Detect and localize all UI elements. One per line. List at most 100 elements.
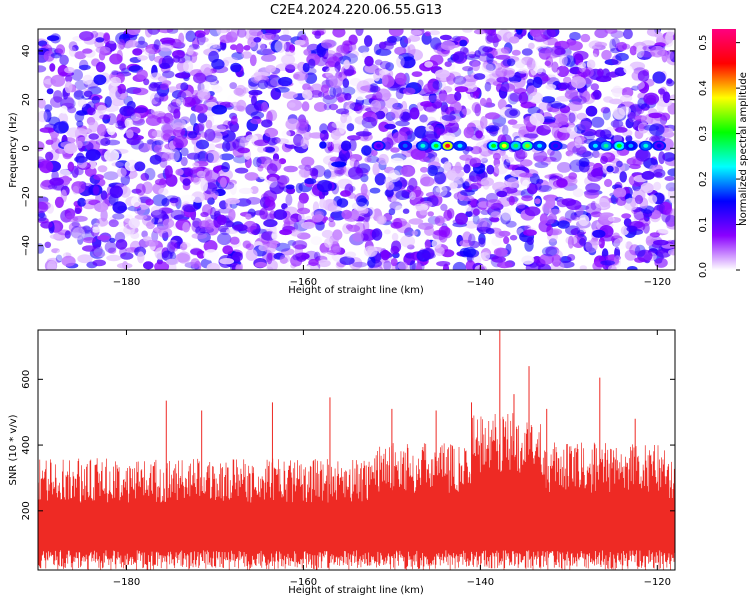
- spectrogram-cell: [650, 45, 665, 58]
- spectrogram-cell: [592, 229, 606, 238]
- spectrogram-cell: [190, 258, 200, 269]
- spectrogram-cell: [638, 81, 650, 94]
- spectrogram-cell: [585, 105, 598, 117]
- spectrogram-cell: [578, 120, 592, 131]
- spectrogram-cell: [554, 40, 570, 50]
- spectrogram-cell: [390, 147, 400, 153]
- spectrogram-cell: [210, 83, 220, 90]
- spectrogram-cell: [523, 229, 537, 236]
- spectrogram-cell: [340, 140, 352, 152]
- y-tick-label: 600: [21, 370, 32, 389]
- spectrogram-cell: [47, 260, 57, 270]
- spectrogram-cell: [665, 31, 674, 44]
- spectrogram-cell: [352, 261, 367, 268]
- spectrogram-cell: [67, 106, 77, 114]
- spectrogram-cell: [492, 166, 500, 177]
- spectrogram-cell: [119, 63, 127, 71]
- spectrogram-cell: [527, 106, 541, 115]
- spectrogram-cell: [97, 235, 110, 241]
- spectrogram-cell: [332, 29, 346, 38]
- spectrogram-cell: [392, 131, 408, 144]
- spectrogram-cell: [193, 151, 208, 165]
- spectrogram-cell: [607, 265, 617, 270]
- spectrogram-cell: [178, 32, 185, 45]
- spectrogram-cell: [158, 187, 169, 196]
- spectrogram-cell: [151, 97, 162, 107]
- spectrogram-cell: [100, 190, 108, 201]
- spectrogram-cell: [459, 39, 468, 47]
- spectrogram-cell: [476, 226, 492, 232]
- spectrogram-cell: [641, 40, 656, 47]
- spectrogram-cell: [324, 237, 333, 248]
- spectrogram-cell: [109, 76, 122, 87]
- spectrogram-cell: [83, 237, 96, 244]
- spectrogram-cell: [626, 225, 638, 233]
- spectrogram-cell: [460, 195, 475, 202]
- spectrogram-cell: [38, 212, 47, 222]
- spectrogram-cell: [662, 152, 675, 162]
- colorbar-gradient: [712, 29, 736, 270]
- spectrogram-cell: [623, 29, 633, 40]
- spectrogram-cell: [598, 237, 605, 249]
- spectrogram-cell: [476, 217, 488, 230]
- spectrogram-cell: [182, 96, 196, 108]
- spectrogram-cell: [180, 156, 188, 167]
- spectrogram-cell: [117, 83, 127, 95]
- spectrogram-cell: [668, 192, 675, 204]
- spectrogram-cell: [154, 261, 170, 270]
- spectrogram-cell: [204, 128, 216, 142]
- spectrogram-cell: [317, 259, 331, 268]
- spectrogram-cell: [44, 241, 52, 248]
- spectrogram-cell: [264, 196, 275, 207]
- spectrogram-cell: [491, 236, 502, 247]
- spectrogram-cell: [76, 120, 84, 128]
- spectrogram-cell: [66, 127, 82, 138]
- signal-peak-core: [433, 143, 439, 148]
- spectrogram-cell: [263, 243, 277, 254]
- spectrogram-cell: [340, 190, 351, 197]
- spectrogram-cell: [242, 240, 251, 249]
- spectrogram-cell: [162, 133, 171, 141]
- spectrogram-cell: [329, 75, 343, 89]
- spectrogram-cell: [524, 206, 541, 217]
- spectrogram-cell: [642, 45, 657, 52]
- spectrogram-cell: [111, 97, 126, 107]
- spectrogram-cell: [384, 188, 394, 198]
- spectrogram-cell: [504, 108, 521, 119]
- spectrogram-cell: [114, 231, 126, 243]
- y-tick-label: −40: [21, 235, 32, 256]
- spectrogram-cell: [200, 211, 209, 218]
- spectrogram-cell: [98, 50, 106, 61]
- spectrogram-cell: [335, 108, 350, 115]
- spectrogram-cell: [665, 79, 675, 87]
- spectrogram-cell: [92, 222, 101, 230]
- spectrogram-cell: [469, 175, 482, 183]
- spectrogram-cell: [39, 160, 54, 174]
- spectrogram-cell: [64, 230, 71, 239]
- spectrogram-cell: [413, 203, 429, 212]
- spectrogram-cell: [440, 190, 452, 198]
- spectrogram-cell: [222, 56, 239, 64]
- spectrogram-cell: [261, 119, 273, 128]
- spectrogram-cell: [358, 45, 370, 54]
- spectrogram-cell: [345, 251, 357, 259]
- spectrogram-cell: [544, 60, 551, 67]
- colorbar-tick-label: 0.1: [698, 217, 709, 233]
- spectrogram-cell: [264, 127, 279, 138]
- spectrogram-cell: [355, 29, 364, 36]
- spectrogram-cell: [222, 140, 231, 152]
- spectrogram-cell: [175, 168, 184, 176]
- spectrogram-cell: [49, 177, 64, 186]
- spectrogram-cell: [46, 88, 54, 95]
- spectrogram-cell: [67, 161, 75, 172]
- spectrogram-cell: [74, 207, 82, 214]
- snr-spikes: [165, 330, 636, 551]
- spectrogram-cell: [280, 248, 295, 256]
- x-tick-label: −120: [644, 577, 671, 588]
- spectrogram-cell: [479, 97, 487, 107]
- spectrogram-cell: [302, 83, 311, 91]
- spectrogram-cell: [663, 205, 673, 216]
- spectrogram-cell: [71, 69, 83, 81]
- spectrogram-cell: [658, 201, 672, 215]
- spectrogram-cell: [408, 218, 424, 225]
